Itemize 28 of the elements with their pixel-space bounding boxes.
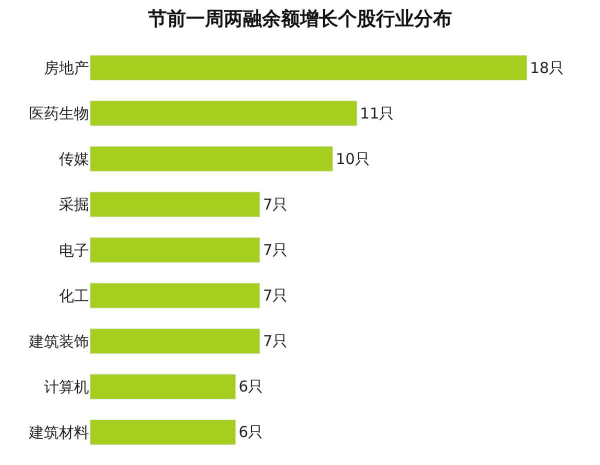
bar	[90, 237, 260, 263]
data-label: 6只	[238, 423, 264, 442]
bar	[90, 419, 236, 445]
y-tick-label: 电子	[59, 241, 89, 260]
y-tick-label: 房地产	[44, 59, 89, 78]
data-label: 18只	[530, 58, 564, 77]
y-tick-label: 建筑装饰	[28, 332, 89, 350]
data-label: 7只	[262, 332, 288, 350]
bar	[90, 282, 260, 308]
data-label: 7只	[262, 241, 288, 259]
y-tick-label: 建筑材料	[28, 423, 89, 442]
data-label: 7只	[262, 195, 288, 214]
data-label: 7只	[262, 286, 288, 305]
data-label: 10只	[336, 150, 370, 168]
bar	[90, 192, 260, 218]
y-tick-label: 医药生物	[29, 104, 89, 123]
y-tick-label: 计算机	[44, 378, 89, 396]
y-tick-label: 传媒	[59, 150, 89, 168]
y-tick-label: 化工	[59, 286, 89, 305]
data-label: 6只	[238, 378, 264, 396]
chart-title: 节前一周两融余额增长个股行业分布	[147, 8, 452, 30]
bar	[90, 374, 236, 400]
y-tick-label: 采掘	[59, 196, 89, 214]
bar	[90, 146, 334, 172]
bar	[90, 328, 260, 354]
data-label: 11只	[360, 104, 394, 122]
bar	[90, 55, 528, 81]
bar	[90, 100, 358, 126]
